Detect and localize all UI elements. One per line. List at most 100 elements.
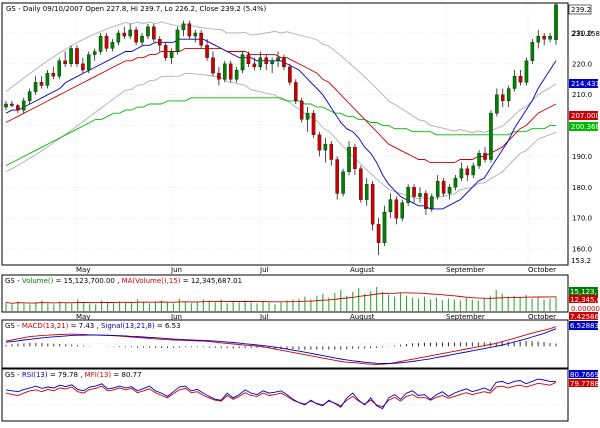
- candle-body: [57, 60, 62, 77]
- candle-body: [258, 57, 263, 68]
- ma4-tag-bg: [569, 122, 598, 131]
- candle-body: [394, 199, 399, 219]
- candle-body: [554, 4, 558, 40]
- volume-ma-value: 12,345,687.01: [191, 277, 242, 285]
- candle-body: [51, 72, 56, 77]
- candle-body: [430, 196, 434, 210]
- ma-short-line: [5, 38, 557, 210]
- candle-body: [152, 26, 156, 40]
- vol-ma-tag: 12,345,68: [570, 296, 600, 304]
- candle-body: [483, 153, 487, 160]
- price-tick-label: 160.0: [572, 246, 592, 254]
- candle-body: [512, 76, 517, 89]
- ma2-tag: 214.431: [571, 80, 600, 88]
- candle-body: [193, 32, 198, 37]
- signal-value: 6.53: [165, 322, 181, 330]
- candle-body: [163, 45, 168, 58]
- candle-body: [412, 187, 416, 197]
- candle-body: [169, 51, 174, 58]
- candle-body: [187, 23, 192, 37]
- candle-body: [524, 60, 529, 83]
- candle-body: [205, 45, 209, 58]
- candle-body: [87, 54, 91, 71]
- vol-tag: 15,123,70: [570, 288, 600, 296]
- candle-body: [435, 180, 440, 197]
- candle-body: [140, 35, 144, 43]
- candle-body: [211, 57, 215, 74]
- candle-body: [424, 193, 428, 210]
- bollinger-bands: [5, 21, 557, 200]
- candle-body: [406, 187, 410, 203]
- macd-label: MACD(13,21): [22, 322, 69, 330]
- candle-body: [335, 159, 339, 194]
- mfi-tag: 80.7669: [570, 371, 599, 379]
- ma-mid-line: [5, 47, 557, 164]
- candle-body: [39, 82, 44, 86]
- vol-month-oct: October: [528, 313, 556, 321]
- price-tick-label: 190.0: [572, 153, 592, 161]
- candle-body: [518, 76, 523, 83]
- candle-body: [246, 54, 251, 65]
- candle-body: [199, 32, 203, 46]
- candle-body: [16, 105, 20, 111]
- close-tag-bg: [568, 4, 592, 15]
- mfi-label: MFI(13): [85, 371, 112, 379]
- vol-month-sep: September: [446, 313, 485, 321]
- vol-month-aug: August: [350, 313, 375, 321]
- price-tick-label: 230.0: [572, 30, 592, 38]
- vol-ma-tag-bg: [569, 295, 598, 303]
- candle-body: [459, 168, 464, 179]
- vol-month-jul: Jul: [259, 313, 269, 321]
- ma3-tag-bg: [569, 111, 598, 120]
- rsi-tag-bg: [569, 379, 598, 387]
- candle-body: [465, 168, 470, 176]
- signal-tag: 6.52883: [570, 322, 599, 330]
- candle-body: [270, 60, 274, 65]
- vol-month-may: May: [76, 313, 90, 321]
- candle-body: [388, 199, 393, 213]
- macd-tag: 7.42586: [570, 313, 599, 321]
- candle-body: [329, 143, 334, 160]
- month-aug: August: [350, 266, 375, 274]
- rsi-legend: GS - RSI(13) = 79.78 , MFI(13) = 80.77: [5, 371, 142, 379]
- volume-legend: GS - Volume() = 15,123,700.00 , MA(Volum…: [5, 277, 242, 285]
- macd-histogram: [5, 340, 557, 350]
- rsi-value: 79.78: [58, 371, 78, 379]
- candle-body: [10, 103, 14, 106]
- signal-line: [5, 328, 557, 364]
- candle-body: [128, 29, 132, 37]
- close-tag: 239.2: [571, 6, 591, 14]
- candle-body: [382, 211, 387, 243]
- candle-body: [477, 153, 481, 166]
- candle-body: [370, 184, 375, 225]
- candle-body: [317, 134, 322, 151]
- macd-legend: GS - MACD(13,21) = 7.43 , Signal(13,21,8…: [5, 322, 181, 330]
- rsi-lines: [5, 378, 557, 410]
- candles: [4, 3, 558, 256]
- candle-body: [45, 72, 50, 86]
- candle-body: [495, 94, 499, 114]
- candle-body: [81, 63, 85, 71]
- candle-body: [181, 23, 186, 31]
- signal-label: Signal(13,21,8): [101, 322, 155, 330]
- candle-body: [234, 69, 239, 80]
- candle-body: [122, 32, 127, 37]
- band-lower: [5, 72, 557, 200]
- band-upper: [5, 21, 557, 134]
- candle-body: [299, 100, 304, 120]
- month-sep: September: [446, 266, 485, 274]
- candle-body: [400, 202, 405, 219]
- candle-body: [240, 54, 245, 71]
- macd-tag-bg: [569, 312, 598, 320]
- candle-body: [228, 63, 233, 80]
- candle-body: [175, 29, 180, 52]
- candle-body: [276, 57, 280, 61]
- candle-body: [252, 63, 257, 68]
- candle-body: [341, 171, 345, 194]
- mfi-tag-bg: [569, 370, 598, 378]
- volume-ma: [5, 292, 557, 304]
- rsi-line: [5, 378, 556, 410]
- candle-body: [530, 42, 535, 61]
- candle-body: [294, 82, 298, 102]
- candle-body: [92, 51, 97, 55]
